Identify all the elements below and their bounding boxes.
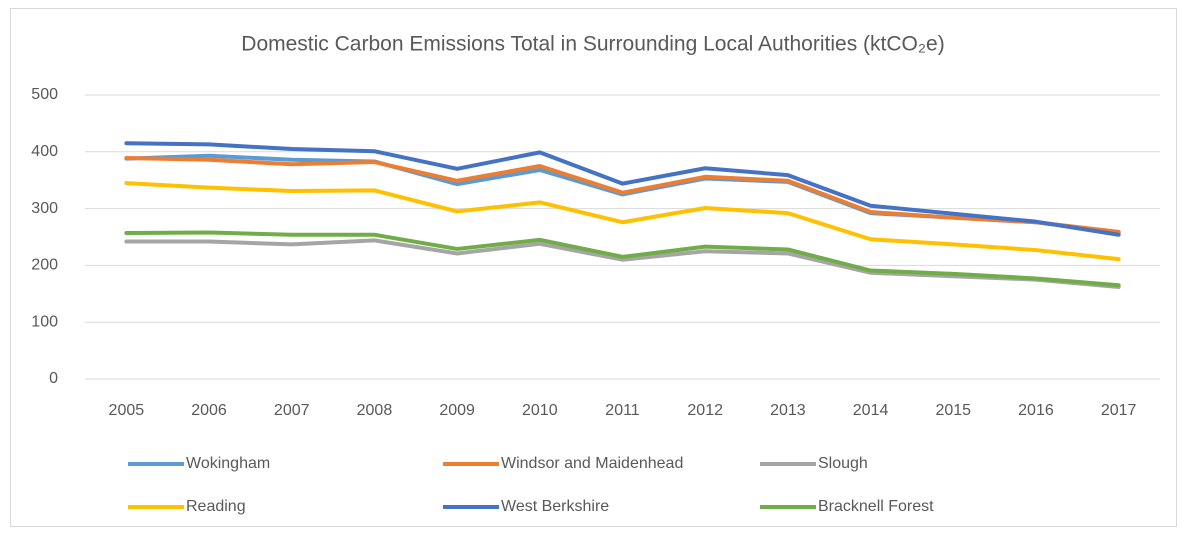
legend-label: Windsor and Maidenhead [501,455,683,472]
series-line [124,238,1121,289]
x-tick-label: 2015 [935,402,971,419]
legend-label: Slough [818,455,868,472]
y-tick-label: 100 [31,313,58,330]
x-tick-label: 2014 [853,402,889,419]
y-tick-label: 0 [49,370,58,387]
y-tick-label: 500 [31,86,58,103]
series-line [124,181,1121,262]
series-line [124,141,1121,237]
x-tick-label: 2009 [439,402,475,419]
series-line [124,156,1121,234]
chart-title: Domestic Carbon Emissions Total in Surro… [241,33,944,56]
x-tick-label: 2006 [191,402,227,419]
legend-label: Wokingham [186,455,270,472]
x-tick-label: 2012 [687,402,723,419]
x-tick-label: 2005 [109,402,145,419]
chart-border [10,8,1177,527]
series-line [124,230,1121,288]
legend-label: West Berkshire [501,498,609,515]
y-tick-label: 400 [31,143,58,160]
x-tick-label: 2011 [605,402,640,419]
y-tick-label: 300 [31,200,58,217]
x-tick-label: 2010 [522,402,558,419]
legend-label: Reading [186,498,246,515]
x-tick-label: 2016 [1018,402,1054,419]
x-tick-label: 2007 [274,402,310,419]
y-tick-label: 200 [31,257,58,274]
x-tick-label: 2013 [770,402,806,419]
legend-label: Bracknell Forest [818,498,934,515]
x-tick-label: 2017 [1101,402,1137,419]
x-tick-label: 2008 [357,402,393,419]
